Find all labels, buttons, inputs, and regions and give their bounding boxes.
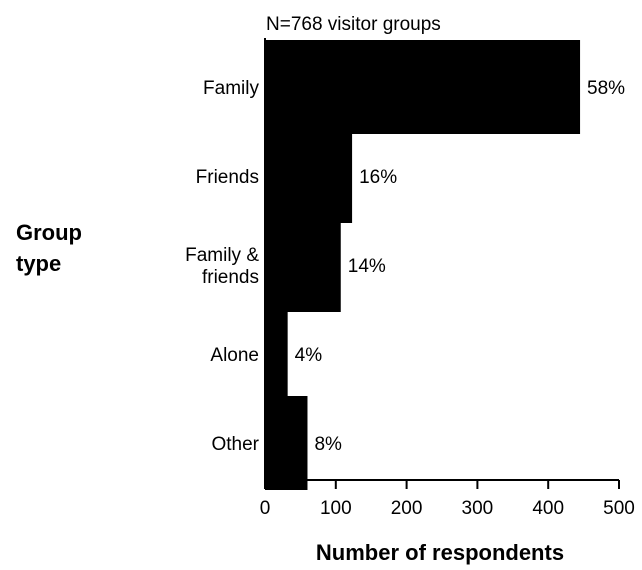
bar-1 [265, 129, 353, 223]
x-tick-label-4: 400 [532, 498, 564, 519]
x-tick-label-5: 500 [603, 498, 635, 519]
y-axis-title: Group type [16, 220, 88, 276]
x-axis-ticks: 0 100 200 300 400 500 [260, 480, 635, 519]
chart-annotation: N=768 visitor groups [266, 14, 441, 35]
x-tick-label-2: 200 [391, 498, 423, 519]
x-axis-title: Number of respondents [316, 540, 564, 565]
category-label-0: Family [203, 78, 259, 99]
value-label-4: 8% [314, 434, 342, 455]
bar-3 [265, 307, 288, 401]
value-label-2: 14% [348, 256, 386, 277]
category-label-3: Alone [210, 345, 259, 366]
value-labels: 58% 16% 14% 4% 8% [295, 78, 626, 455]
category-label-4: Other [211, 434, 259, 455]
bar-2 [265, 218, 341, 312]
x-tick-label-0: 0 [260, 498, 271, 519]
x-tick-label-1: 100 [320, 498, 352, 519]
value-label-0: 58% [587, 78, 625, 99]
category-label-2: Family & friends [185, 245, 259, 288]
value-label-1: 16% [359, 167, 397, 188]
bars-group [265, 40, 581, 490]
bar-0 [265, 40, 581, 134]
category-labels: Family Friends Family & friends Alone Other [185, 78, 260, 455]
x-tick-label-3: 300 [462, 498, 494, 519]
value-label-3: 4% [295, 345, 323, 366]
category-label-1: Friends [196, 167, 259, 188]
bar-4 [265, 396, 308, 490]
